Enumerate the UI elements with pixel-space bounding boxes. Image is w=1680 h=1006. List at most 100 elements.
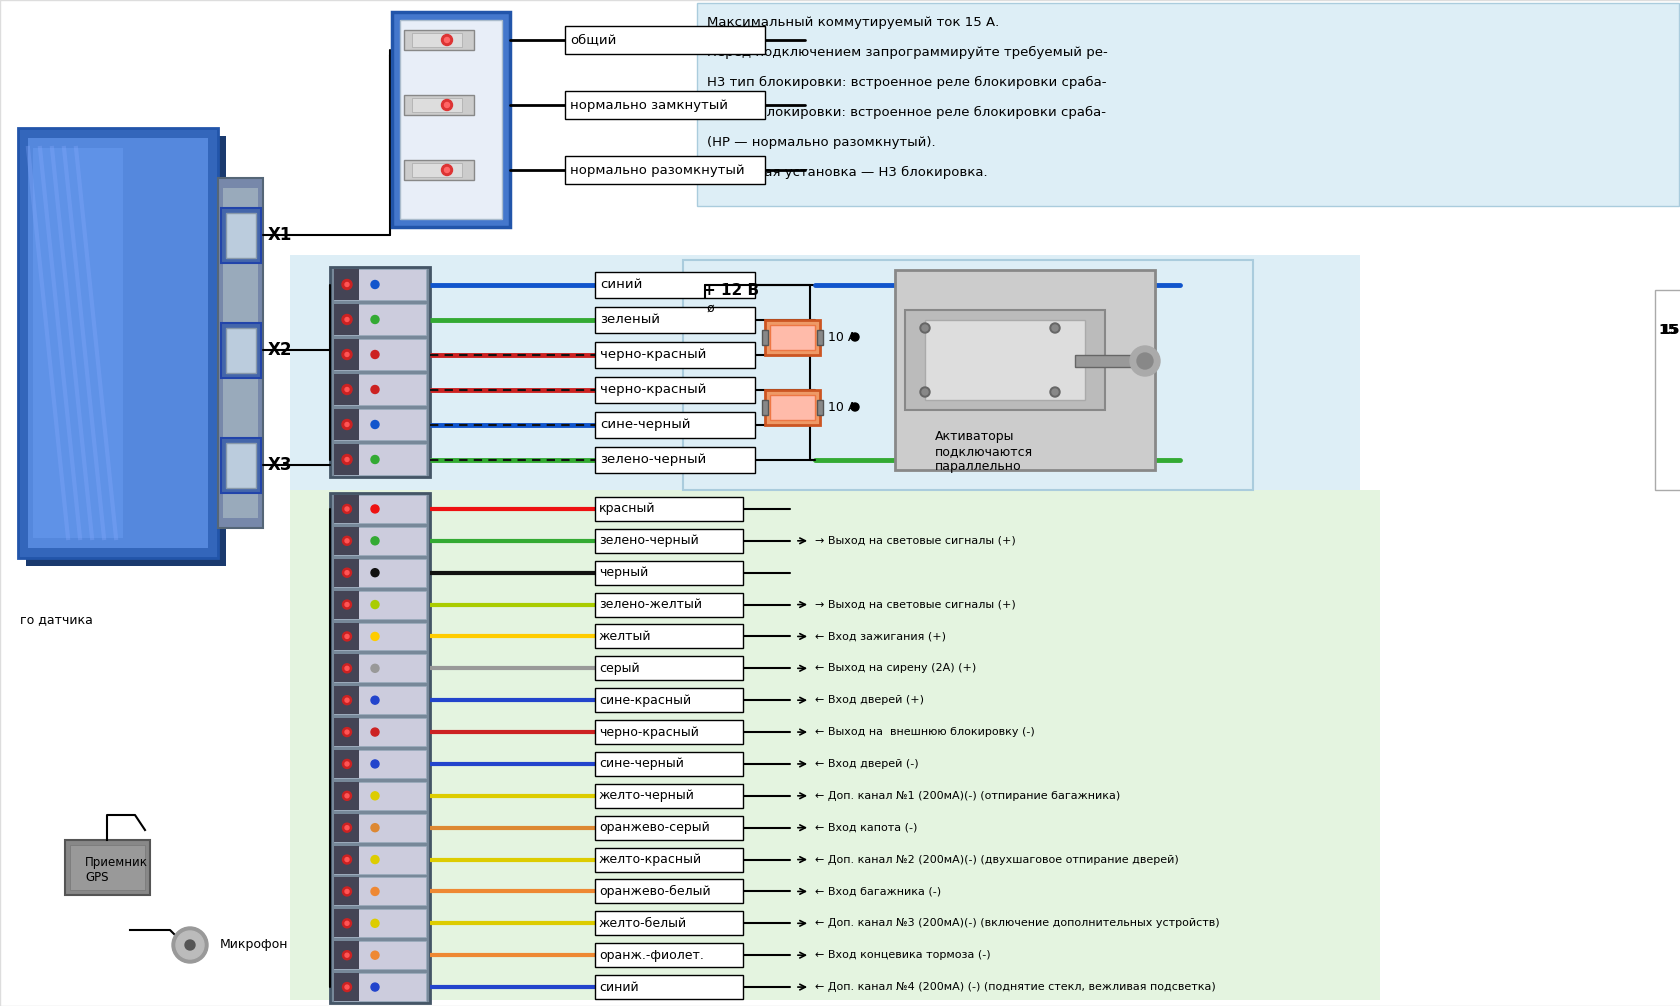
Text: желто-красный: желто-красный: [598, 853, 702, 866]
Text: X2: X2: [267, 341, 292, 359]
Text: 10 А: 10 А: [828, 400, 855, 413]
Circle shape: [344, 794, 349, 798]
Bar: [334, 444, 360, 475]
Bar: [924, 320, 1084, 400]
Circle shape: [341, 455, 351, 465]
Bar: [334, 527, 425, 554]
Circle shape: [371, 421, 378, 429]
Bar: [595, 720, 743, 744]
Circle shape: [442, 100, 452, 111]
Circle shape: [344, 507, 349, 511]
Text: (НР — нормально разомкнутый).: (НР — нормально разомкнутый).: [707, 136, 936, 149]
Bar: [595, 911, 743, 936]
Bar: [816, 330, 823, 345]
Circle shape: [371, 316, 378, 324]
Bar: [403, 160, 474, 180]
Text: оранж.-фиолет.: оранж.-фиолет.: [598, 949, 704, 962]
Circle shape: [919, 323, 929, 333]
Circle shape: [344, 889, 349, 893]
Circle shape: [850, 403, 858, 411]
Bar: [334, 409, 360, 440]
Text: + 12 В: + 12 В: [702, 283, 759, 298]
Circle shape: [344, 635, 349, 639]
Text: желто-белый: желто-белый: [598, 916, 687, 930]
Bar: [412, 98, 462, 112]
Circle shape: [371, 855, 378, 863]
Bar: [334, 909, 360, 938]
Bar: [334, 339, 425, 370]
Bar: [595, 656, 743, 680]
Bar: [595, 751, 743, 776]
Bar: [334, 409, 425, 440]
Text: ← Выход на  внешнюю блокировку (-): ← Выход на внешнюю блокировку (-): [815, 727, 1035, 737]
Circle shape: [343, 632, 351, 641]
Bar: [220, 208, 260, 263]
Circle shape: [444, 37, 449, 42]
Bar: [764, 390, 820, 425]
Circle shape: [921, 389, 927, 395]
Text: ← Выход на сирену (2А) (+): ← Выход на сирену (2А) (+): [815, 663, 976, 673]
Bar: [595, 529, 743, 553]
Text: синий: синий: [598, 981, 638, 994]
Bar: [329, 267, 430, 477]
Bar: [220, 323, 260, 378]
Circle shape: [343, 760, 351, 769]
Bar: [595, 975, 743, 999]
Bar: [334, 846, 425, 873]
Text: черный: черный: [598, 566, 648, 579]
Circle shape: [343, 536, 351, 545]
Bar: [223, 188, 257, 518]
Text: сине-черный: сине-черный: [598, 758, 684, 771]
Circle shape: [371, 633, 378, 641]
Text: синий: синий: [600, 278, 642, 291]
Circle shape: [344, 458, 349, 462]
Bar: [29, 138, 208, 548]
Bar: [334, 444, 425, 475]
Circle shape: [343, 887, 351, 896]
Text: зелено-черный: зелено-черный: [600, 453, 706, 466]
Bar: [595, 411, 754, 438]
Bar: [334, 942, 425, 969]
Text: оранжево-серый: оранжево-серый: [598, 821, 709, 834]
Circle shape: [343, 918, 351, 928]
Bar: [595, 848, 743, 871]
Circle shape: [371, 887, 378, 895]
Bar: [334, 846, 360, 873]
Bar: [334, 782, 360, 810]
Circle shape: [1052, 389, 1057, 395]
Bar: [595, 688, 743, 712]
Bar: [595, 560, 743, 584]
Bar: [334, 654, 360, 682]
Text: оранжево-белый: оранжево-белый: [598, 885, 711, 898]
Text: Максимальный коммутируемый ток 15 А.: Максимальный коммутируемый ток 15 А.: [707, 15, 998, 28]
Circle shape: [171, 927, 208, 963]
Circle shape: [343, 664, 351, 673]
Bar: [334, 750, 425, 778]
Circle shape: [344, 423, 349, 427]
Bar: [412, 33, 462, 47]
Text: Н3 тип блокировки: встроенное реле блокировки сраба-: Н3 тип блокировки: встроенное реле блоки…: [707, 75, 1105, 89]
Bar: [595, 784, 743, 808]
Text: 10 А: 10 А: [828, 331, 855, 343]
Bar: [904, 310, 1104, 410]
Text: ← Вход дверей (-): ← Вход дверей (-): [815, 759, 917, 769]
Bar: [334, 942, 360, 969]
Text: Активаторы
подключаются
параллельно: Активаторы подключаются параллельно: [934, 430, 1033, 473]
Bar: [225, 213, 255, 258]
Bar: [595, 625, 743, 649]
Bar: [894, 270, 1154, 470]
Text: серый: серый: [598, 662, 640, 675]
Circle shape: [176, 931, 203, 959]
Circle shape: [1050, 323, 1060, 333]
Text: желто-черный: желто-черный: [598, 790, 694, 803]
Bar: [595, 376, 754, 402]
Bar: [334, 623, 360, 650]
Bar: [595, 816, 743, 840]
Bar: [761, 330, 768, 345]
Bar: [334, 591, 425, 619]
Bar: [334, 558, 360, 586]
Circle shape: [344, 698, 349, 702]
Text: зелено-черный: зелено-черный: [598, 534, 699, 547]
Circle shape: [371, 696, 378, 704]
Bar: [334, 623, 425, 650]
